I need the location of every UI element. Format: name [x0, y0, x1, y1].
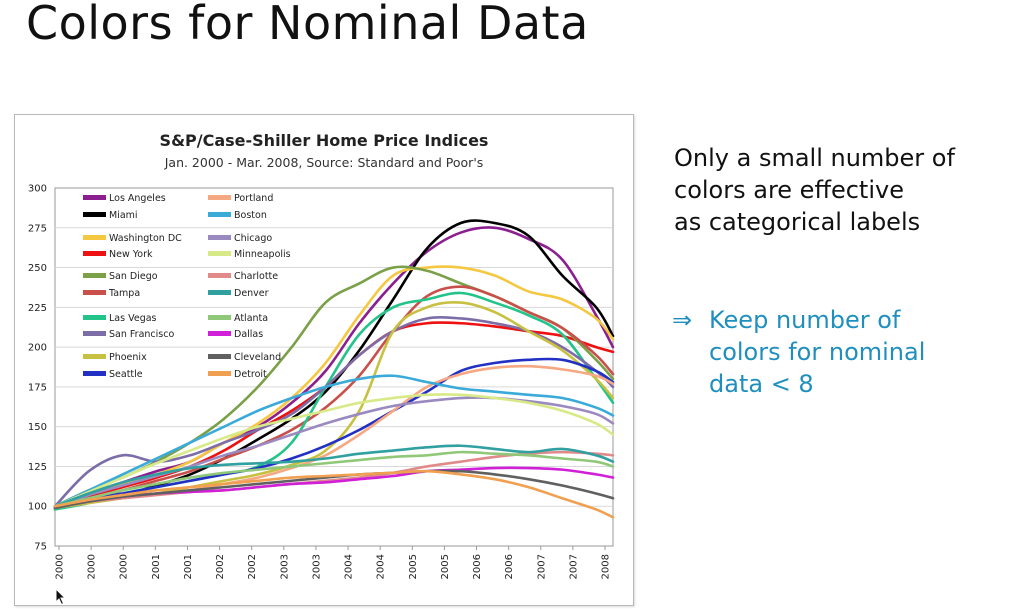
legend-swatch-new-york: [83, 251, 106, 256]
legend-label-washington-dc: Washington DC: [109, 233, 182, 244]
series-line-boston: [53, 374, 615, 508]
y-tick-label: 225: [28, 303, 47, 314]
legend-swatch-minneapolis: [208, 251, 231, 256]
legend-label-portland: Portland: [234, 193, 273, 204]
legend-label-minneapolis: Minneapolis: [234, 249, 291, 260]
legend-swatch-washington-dc: [83, 235, 106, 240]
x-tick-label: 2002: [247, 554, 258, 579]
series-line-tampa: [53, 285, 615, 508]
legend-swatch-portland: [208, 195, 231, 200]
y-tick-label: 275: [28, 223, 47, 234]
series-line-miami: [53, 219, 615, 510]
legend-label-seattle: Seattle: [109, 369, 143, 380]
legend-swatch-chicago: [208, 235, 231, 240]
legend-swatch-miami: [83, 212, 106, 217]
legend-label-tampa: Tampa: [108, 288, 140, 299]
series-line-minneapolis: [53, 393, 615, 508]
x-tick-label: 2001: [151, 554, 162, 579]
note-effective-colors: Only a small number of colors are effect…: [674, 144, 955, 236]
x-tick-label: 2003: [279, 554, 290, 579]
legend-swatch-san-francisco: [83, 331, 106, 336]
x-tick-label: 2000: [119, 554, 130, 579]
legend-label-atlanta: Atlanta: [234, 313, 268, 324]
x-tick-label: 2006: [472, 554, 483, 579]
x-tick-label: 2008: [601, 554, 612, 579]
x-tick-label: 2001: [183, 554, 194, 579]
legend-label-new-york: New York: [109, 249, 153, 260]
legend-label-cleveland: Cleveland: [234, 352, 281, 363]
y-tick-label: 200: [28, 343, 47, 354]
legend-swatch-atlanta: [208, 315, 231, 320]
y-tick-label: 150: [28, 422, 47, 433]
legend-swatch-cleveland: [208, 354, 231, 359]
legend-swatch-san-diego: [83, 273, 106, 278]
plot-area: [54, 187, 614, 547]
chart-title: S&P/Case-Shiller Home Price Indices: [159, 131, 489, 150]
y-tick-label: 100: [28, 502, 47, 513]
legend-label-dallas: Dallas: [234, 329, 263, 340]
x-tick-label: 2006: [504, 554, 515, 579]
legend-swatch-seattle: [83, 371, 106, 376]
slide-title: Colors for Nominal Data: [26, 0, 589, 50]
y-tick-label: 250: [28, 263, 47, 274]
x-tick-label: 2000: [55, 554, 66, 579]
legend-swatch-las-vegas: [83, 315, 106, 320]
legend-swatch-los-angeles: [83, 195, 106, 200]
legend-label-chicago: Chicago: [234, 233, 272, 244]
series-line-seattle: [53, 357, 615, 510]
series-line-chicago: [53, 396, 615, 508]
legend-label-charlotte: Charlotte: [234, 271, 278, 282]
y-tick-label: 75: [34, 542, 47, 553]
mouse-cursor-icon: [55, 588, 67, 606]
legend-label-san-diego: San Diego: [109, 271, 158, 282]
chart-canvas: 75 100 125 150 175 200 225 250 275 300 2000 2000 200…: [28, 184, 615, 579]
x-tick-label: 2004: [376, 554, 387, 579]
x-tick-label: 2004: [344, 554, 355, 579]
series-line-charlotte: [53, 450, 615, 508]
legend-label-san-francisco: San Francisco: [109, 329, 174, 340]
x-tick-label: 2002: [215, 554, 226, 579]
chart-panel: S&P/Case-Shiller Home Price Indices Jan.…: [14, 114, 634, 606]
y-tick-label: 300: [28, 184, 47, 195]
x-tick-label: 2003: [311, 554, 322, 579]
legend-label-phoenix: Phoenix: [109, 352, 147, 363]
legend-swatch-charlotte: [208, 273, 231, 278]
series-line-atlanta: [53, 450, 615, 508]
x-tick-label: 2005: [440, 554, 451, 579]
legend-swatch-denver: [208, 290, 231, 295]
legend-swatch-tampa: [83, 290, 106, 295]
legend-label-miami: Miami: [109, 210, 138, 221]
legend-label-los-angeles: Los Angeles: [109, 193, 166, 204]
legend-label-las-vegas: Las Vegas: [109, 313, 157, 324]
legend-label-detroit: Detroit: [234, 369, 267, 380]
y-tick-label: 175: [28, 382, 47, 393]
legend-label-boston: Boston: [234, 210, 267, 221]
y-tick-label: 125: [28, 462, 47, 473]
x-tick-label: 2005: [408, 554, 419, 579]
legend-swatch-dallas: [208, 331, 231, 336]
series-line-detroit: [53, 469, 615, 519]
x-tick-label: 2007: [568, 554, 579, 579]
legend-label-denver: Denver: [234, 288, 269, 299]
legend-swatch-boston: [208, 212, 231, 217]
implies-arrow-icon: ⇒: [672, 306, 693, 334]
x-tick-label: 2000: [87, 554, 98, 579]
x-tick-label: 2007: [536, 554, 547, 579]
chart-subtitle: Jan. 2000 - Mar. 2008, Source: Standard …: [164, 155, 484, 170]
legend-swatch-phoenix: [83, 354, 106, 359]
legend-swatch-detroit: [208, 371, 231, 376]
series-line-denver: [53, 444, 615, 508]
note-keep-colors-text: Keep number of colors for nominal data <…: [709, 306, 926, 398]
